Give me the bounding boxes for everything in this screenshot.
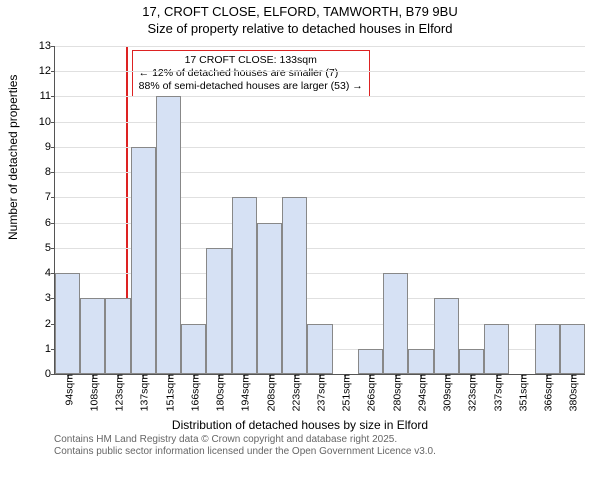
callout-line: ← 12% of detached houses are smaller (7)	[139, 67, 363, 80]
marker-callout: 17 CROFT CLOSE: 133sqm← 12% of detached …	[132, 50, 370, 97]
y-tick-label: 4	[25, 267, 55, 279]
x-tick-label: 180sqm	[212, 374, 227, 411]
y-tick-label: 9	[25, 141, 55, 153]
x-tick-label: 123sqm	[111, 374, 126, 411]
x-tick-label: 280sqm	[388, 374, 403, 411]
histogram-bar	[206, 248, 231, 374]
histogram-bar	[257, 223, 282, 374]
gridline	[55, 71, 585, 72]
y-tick-label: 13	[25, 40, 55, 52]
x-tick-label: 337sqm	[489, 374, 504, 411]
x-tick-label: 380sqm	[565, 374, 580, 411]
gridline	[55, 46, 585, 47]
histogram-bar	[560, 324, 585, 374]
chart-title-block: 17, CROFT CLOSE, ELFORD, TAMWORTH, B79 9…	[0, 0, 600, 38]
x-tick-label: 108sqm	[85, 374, 100, 411]
gridline	[55, 122, 585, 123]
x-axis-label: Distribution of detached houses by size …	[0, 418, 600, 432]
callout-line: 88% of semi-detached houses are larger (…	[139, 80, 363, 93]
y-tick-label: 3	[25, 292, 55, 304]
histogram-bar	[307, 324, 332, 374]
x-tick-label: 237sqm	[313, 374, 328, 411]
gridline	[55, 96, 585, 97]
histogram-bar	[408, 349, 433, 374]
x-tick-label: 166sqm	[186, 374, 201, 411]
histogram-bar	[232, 197, 257, 374]
x-tick-label: 151sqm	[161, 374, 176, 411]
x-tick-label: 323sqm	[464, 374, 479, 411]
chart-title-address: 17, CROFT CLOSE, ELFORD, TAMWORTH, B79 9…	[0, 4, 600, 21]
callout-line: 17 CROFT CLOSE: 133sqm	[139, 54, 363, 67]
y-tick-label: 11	[25, 90, 55, 102]
chart-container: Number of detached properties 17 CROFT C…	[0, 40, 600, 460]
x-tick-label: 351sqm	[514, 374, 529, 411]
histogram-bar	[131, 147, 156, 374]
x-tick-label: 366sqm	[540, 374, 555, 411]
x-tick-label: 194sqm	[237, 374, 252, 411]
x-tick-label: 266sqm	[363, 374, 378, 411]
y-tick-label: 7	[25, 191, 55, 203]
y-tick-label: 1	[25, 343, 55, 355]
x-tick-label: 94sqm	[60, 374, 75, 406]
histogram-bar	[459, 349, 484, 374]
y-tick-label: 8	[25, 166, 55, 178]
plot-area: 17 CROFT CLOSE: 133sqm← 12% of detached …	[54, 46, 585, 375]
histogram-bar	[434, 298, 459, 374]
histogram-bar	[358, 349, 383, 374]
x-tick-label: 294sqm	[413, 374, 428, 411]
chart-title-desc: Size of property relative to detached ho…	[0, 21, 600, 38]
y-tick-label: 12	[25, 65, 55, 77]
histogram-bar	[156, 96, 181, 374]
histogram-bar	[282, 197, 307, 374]
histogram-bar	[484, 324, 509, 374]
histogram-bar	[535, 324, 560, 374]
y-tick-label: 10	[25, 116, 55, 128]
y-axis-label: Number of detached properties	[6, 75, 20, 240]
y-tick-label: 0	[25, 368, 55, 380]
footer-line2: Contains public sector information licen…	[54, 446, 436, 458]
x-tick-label: 137sqm	[136, 374, 151, 411]
x-tick-label: 309sqm	[439, 374, 454, 411]
y-tick-label: 5	[25, 242, 55, 254]
y-tick-label: 6	[25, 217, 55, 229]
footer-line1: Contains HM Land Registry data © Crown c…	[54, 434, 436, 446]
chart-footer: Contains HM Land Registry data © Crown c…	[54, 434, 436, 458]
x-tick-label: 251sqm	[338, 374, 353, 411]
histogram-bar	[55, 273, 80, 374]
histogram-bar	[181, 324, 206, 374]
histogram-bar	[383, 273, 408, 374]
histogram-bar	[80, 298, 105, 374]
y-tick-label: 2	[25, 318, 55, 330]
x-tick-label: 223sqm	[287, 374, 302, 411]
histogram-bar	[105, 298, 130, 374]
x-tick-label: 208sqm	[262, 374, 277, 411]
